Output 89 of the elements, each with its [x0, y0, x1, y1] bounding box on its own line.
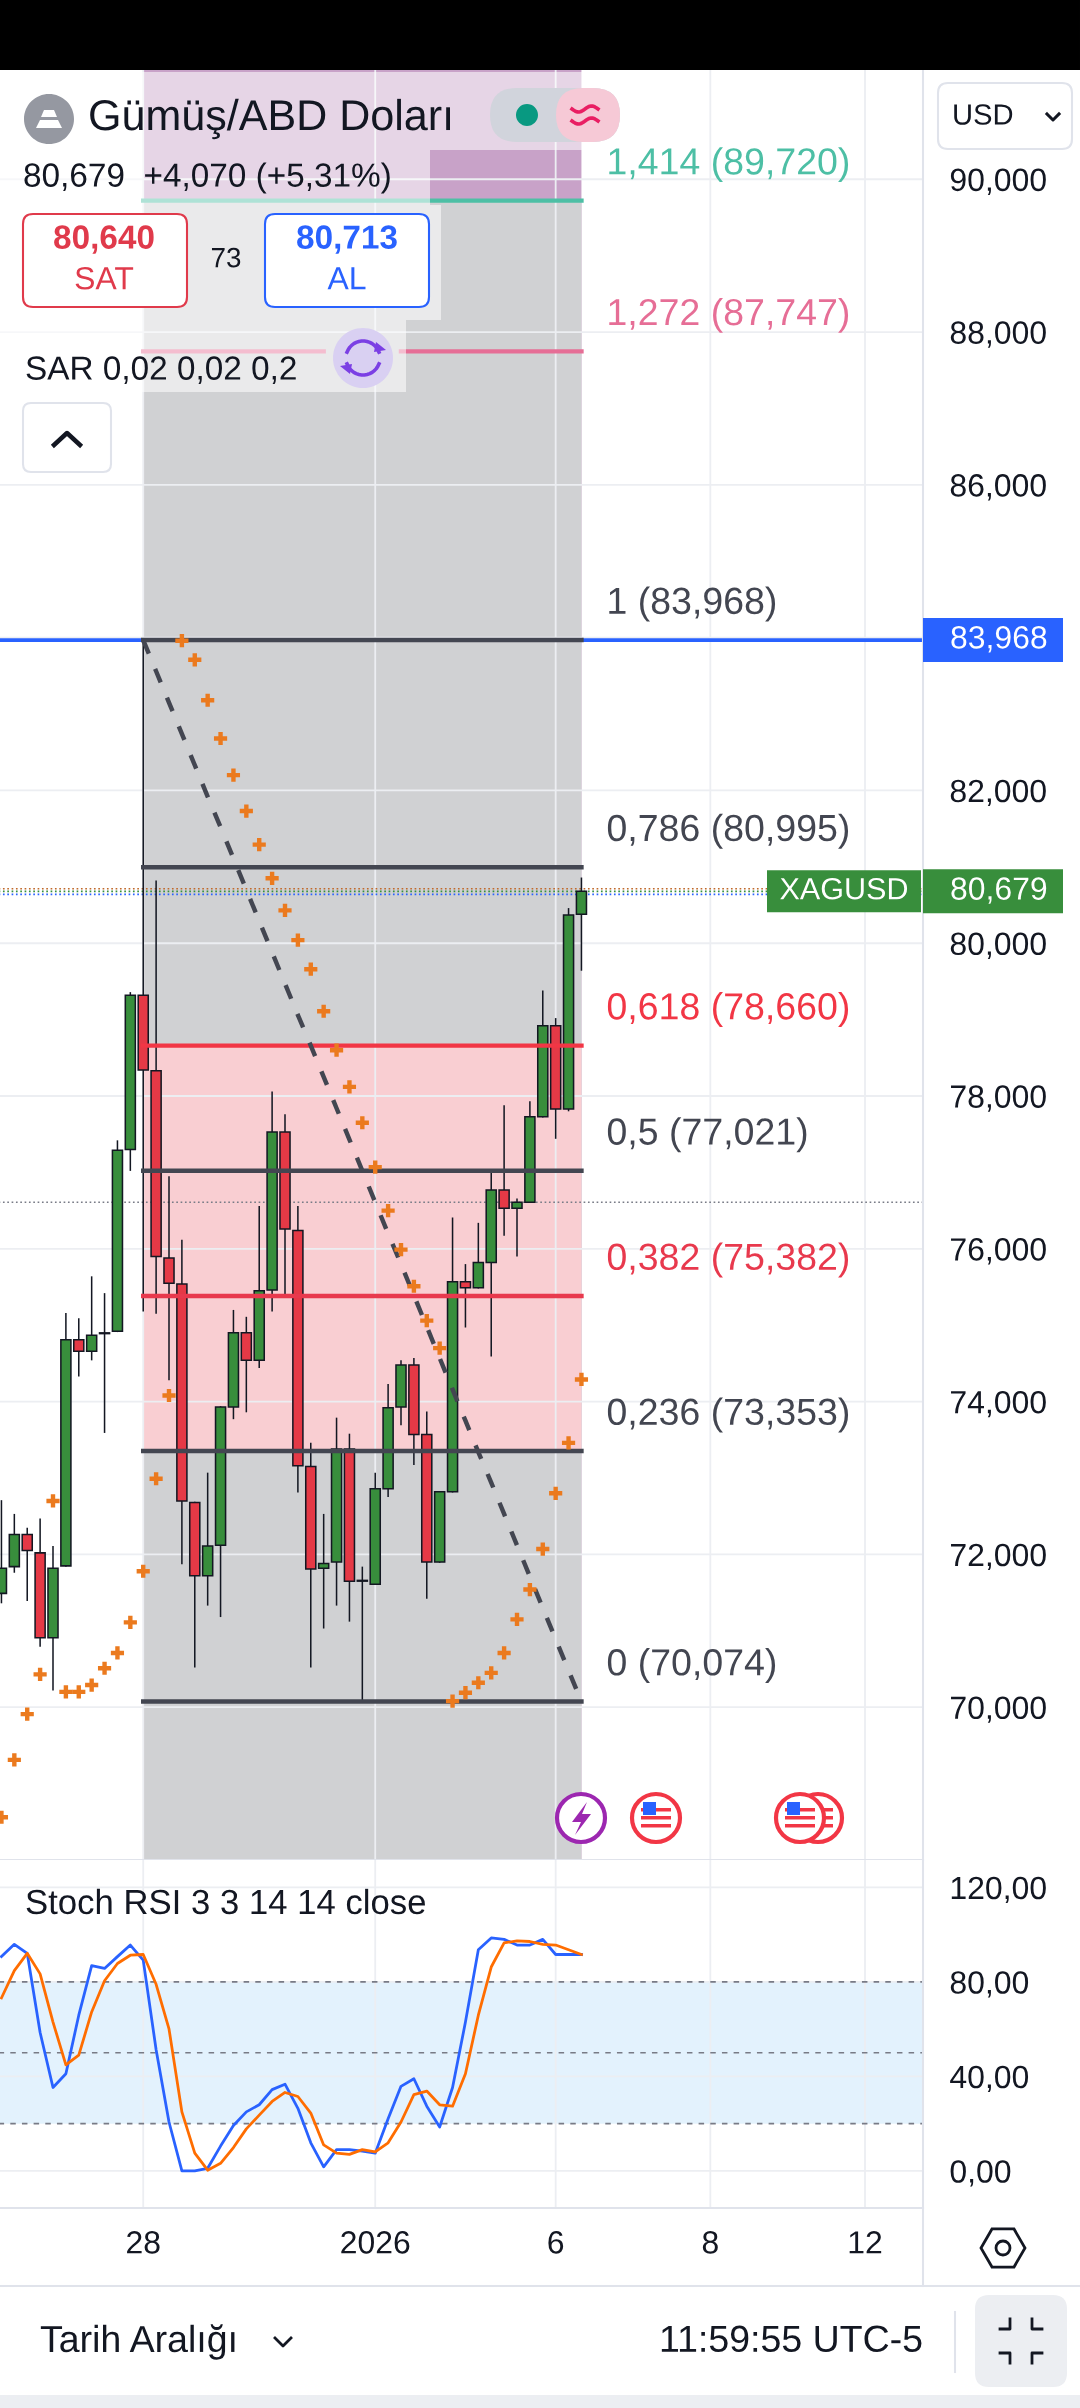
series-label: 0,382 (75,382) [607, 1242, 849, 1278]
text: 11:59:55 UTC-5 [661, 2325, 922, 2353]
point [33, 1667, 47, 1681]
text: USD [954, 104, 1013, 125]
y-tick-label: 74,000 [951, 1390, 1046, 1418]
point [278, 903, 292, 917]
y-tick-label: 0,00 [950, 2160, 1011, 2187]
point [149, 1472, 163, 1486]
x-tick-label: 6 [548, 2231, 564, 2254]
x-tick-label: 28 [127, 2231, 160, 2254]
series-label: 0 (70,074) [607, 1648, 776, 1684]
point [123, 1615, 137, 1629]
point [265, 871, 279, 885]
text: Stoch RSI 3 3 14 14 close [26, 1888, 425, 1915]
x-tick-label: 8 [702, 2231, 718, 2254]
y-tick-label: 78,000 [951, 1085, 1046, 1112]
annotation: 80,713 [297, 225, 397, 254]
point [162, 1388, 176, 1403]
point [7, 1753, 21, 1767]
point [85, 1678, 99, 1692]
series-label: 1,272 (87,747) [609, 297, 849, 333]
y-tick-label: 80,000 [950, 932, 1046, 959]
point [355, 1116, 369, 1130]
point [226, 768, 241, 782]
point [420, 1314, 434, 1328]
point [471, 1676, 485, 1690]
y-tick-label: 120,00 [951, 1876, 1046, 1904]
point [136, 1564, 150, 1578]
point [497, 1646, 511, 1660]
annotation: SAT [75, 266, 134, 290]
point [59, 1685, 73, 1699]
point [304, 962, 318, 976]
series-label: 0,236 (73,353) [607, 1397, 849, 1433]
point [574, 1372, 589, 1387]
point [201, 693, 215, 707]
annotation: XAGUSD [780, 877, 908, 900]
point [239, 804, 253, 818]
y-tick-label: 82,000 [950, 779, 1046, 807]
x-tick-label: 12 [849, 2231, 882, 2254]
y-tick-label: 40,00 [950, 2065, 1029, 2093]
point [110, 1646, 125, 1660]
point [561, 1436, 576, 1450]
x-tick-label: 2026 [341, 2231, 410, 2254]
point [407, 1279, 421, 1293]
text: Gümüş/ABD Doları [90, 98, 450, 140]
ref-line-label: 83,968 [951, 626, 1047, 653]
point [188, 653, 202, 667]
y-tick-label: 88,000 [950, 321, 1046, 348]
point [368, 1160, 382, 1174]
point [433, 1341, 447, 1355]
point [20, 1707, 34, 1721]
point [484, 1666, 498, 1680]
y-tick-label: 80,00 [950, 1971, 1029, 1998]
point [342, 1080, 357, 1094]
point [549, 1486, 563, 1500]
series-label: 0,618 (78,660) [607, 992, 849, 1028]
point [523, 1582, 537, 1597]
text: 80,679 +4,070 (+5,31%) [24, 162, 390, 194]
point [329, 1043, 344, 1057]
annotation: 73 [211, 247, 241, 268]
point [72, 1685, 86, 1699]
point [458, 1686, 473, 1700]
candlestick [98, 1293, 111, 1433]
text: Tarih Aralığı [40, 2324, 235, 2360]
y-tick-label: 70,000 [951, 1696, 1046, 1723]
point [291, 933, 305, 947]
point [213, 731, 228, 746]
point [381, 1204, 395, 1218]
annotation: 80,640 [54, 225, 154, 254]
point [317, 1004, 331, 1018]
point [46, 1494, 60, 1508]
y-tick-label: 90,000 [950, 168, 1046, 195]
series-label: 0,786 (80,995) [607, 813, 849, 849]
y-tick-label: 72,000 [951, 1543, 1046, 1571]
point [252, 838, 266, 852]
point [536, 1542, 550, 1556]
y-tick-label: 76,000 [951, 1238, 1046, 1265]
series-label: 1 (83,968) [609, 586, 776, 622]
point [97, 1661, 112, 1675]
series-label: 1,414 (89,720) [609, 147, 849, 183]
point [510, 1612, 524, 1626]
point [175, 634, 189, 648]
annotation: SAR 0,02 0,02 0,2 [26, 356, 296, 384]
series-label: 0,5 (77,021) [607, 1117, 807, 1153]
point [394, 1242, 408, 1257]
annotation: AL [327, 267, 366, 290]
point [445, 1694, 460, 1708]
ref-line-label: 80,679 [951, 877, 1047, 904]
y-tick-label: 86,000 [950, 474, 1046, 501]
